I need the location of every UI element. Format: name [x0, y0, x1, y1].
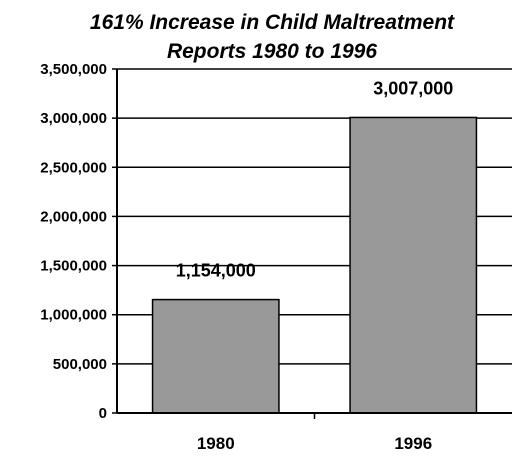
- labels: 0 500,000 1,000,000 1,500,000 2,000,000 2,500…: [40, 61, 453, 453]
- y-tick-label: 500,000: [53, 356, 107, 373]
- chart-title-line-1: 161% Increase in Child Maltreatment: [90, 11, 455, 34]
- bar-1996: [349, 116, 478, 414]
- y-tick-label: 2,000,000: [40, 208, 107, 225]
- axes: [112, 68, 512, 419]
- x-category-label: 1996: [394, 434, 432, 453]
- chart-title-line-2: Reports 1980 to 1996: [167, 40, 377, 63]
- y-tick-label: 0: [99, 405, 107, 422]
- y-tick-label: 1,500,000: [40, 258, 107, 275]
- bar-1980: [151, 298, 280, 414]
- data-label-1980: 1,154,000: [176, 261, 256, 281]
- y-tick-label: 3,000,000: [40, 110, 107, 127]
- y-tick-label: 2,500,000: [40, 159, 107, 176]
- y-tick-label: 3,500,000: [40, 61, 107, 78]
- y-tick-label: 1,000,000: [40, 307, 107, 324]
- data-label-1996: 3,007,000: [373, 78, 453, 98]
- x-category-label: 1980: [197, 434, 235, 453]
